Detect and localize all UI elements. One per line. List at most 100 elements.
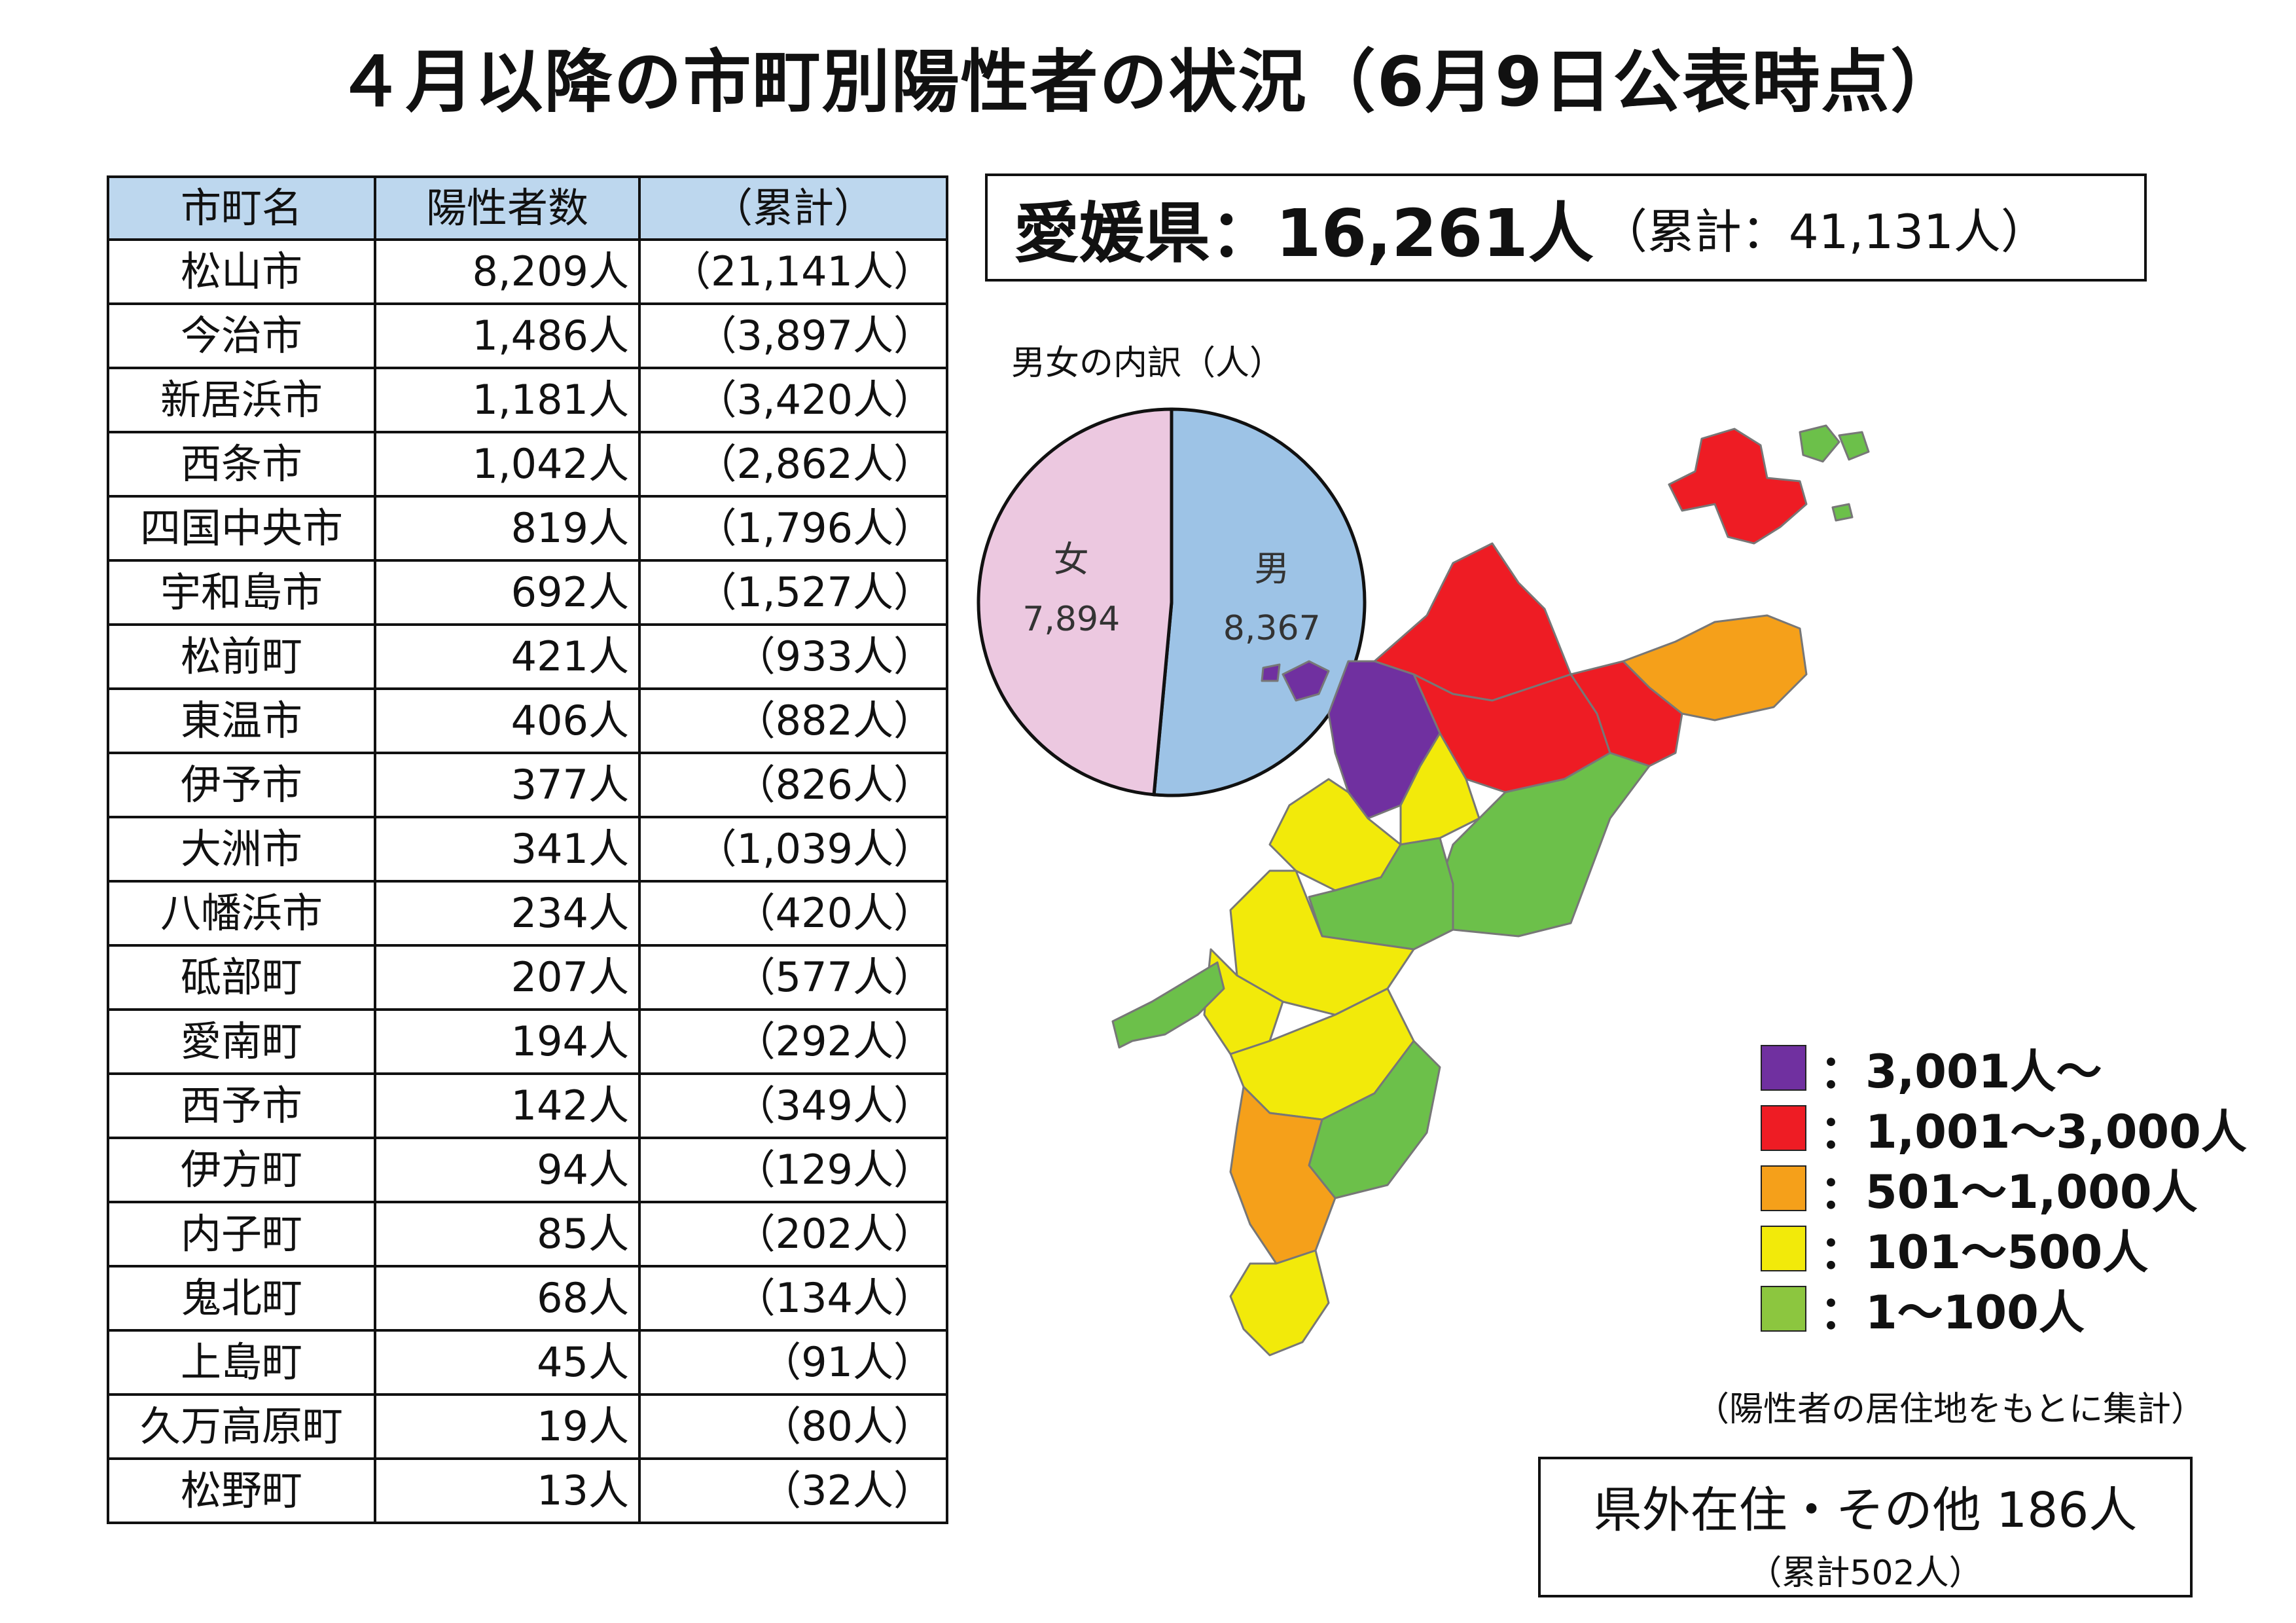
cumulative-cell: （1,796人） (638, 495, 948, 562)
map-region-kamijima-2 (1838, 431, 1870, 461)
legend-swatch (1761, 1105, 1806, 1151)
pie-slice-value: 7,894 (1022, 600, 1120, 639)
map-region-ainan (1229, 1249, 1330, 1357)
legend-item: ：1～100人 (1761, 1279, 2247, 1340)
legend-label: ：1～100人 (1820, 1285, 2085, 1340)
map-legend: ：3,001人～ ：1,001～3,000人 ：501～1,000人 ：101～500… (1761, 1038, 2247, 1340)
cumulative-cell: （933人） (638, 623, 948, 690)
positives-cell: 142人 (374, 1072, 641, 1139)
table-row: 大洲市 341人 （1,039人） (107, 816, 948, 883)
table-row: 東温市 406人 （882人） (107, 687, 948, 754)
positives-cell: 377人 (374, 752, 641, 818)
cumulative-cell: （21,141人） (638, 238, 948, 305)
table-row: 松野町 13人 （32人） (107, 1457, 948, 1524)
outside-prefecture-cumulative: （累計502人） (1748, 1554, 1983, 1593)
cumulative-cell: （349人） (638, 1072, 948, 1139)
positives-cell: 234人 (374, 880, 641, 947)
municipality-name-cell: 西予市 (107, 1072, 376, 1139)
gender-pie-chart: 男 8,367 女 7,894 (977, 407, 1367, 797)
map-region-matsuyama-islands (1282, 660, 1330, 702)
legend-swatch (1761, 1045, 1806, 1091)
positives-cell: 1,042人 (374, 431, 641, 498)
municipality-name-cell: 八幡浜市 (107, 880, 376, 947)
legend-label: ：101～500人 (1820, 1225, 2149, 1279)
table-row: 松前町 421人 （933人） (107, 623, 948, 690)
positives-cell: 1,486人 (374, 302, 641, 369)
aggregation-note: （陽性者の居住地をもとに集計） (1695, 1390, 2205, 1429)
ehime-map (1111, 424, 1870, 1357)
positives-cell: 68人 (374, 1265, 641, 1332)
legend-swatch (1761, 1165, 1806, 1211)
positives-cell: 85人 (374, 1201, 641, 1267)
legend-label: ：3,001人～ (1820, 1044, 2102, 1099)
map-region-shikokuchuo (1622, 614, 1808, 721)
municipality-name-cell: 愛南町 (107, 1008, 376, 1075)
table-row: 内子町 85人 （202人） (107, 1201, 948, 1267)
municipality-name-cell: 四国中央市 (107, 495, 376, 562)
municipality-name-cell: 新居浜市 (107, 367, 376, 433)
positives-cell: 13人 (374, 1457, 641, 1524)
cumulative-cell: （134人） (638, 1265, 948, 1332)
cumulative-cell: （2,862人） (638, 431, 948, 498)
column-header-cumulative: （累計） (638, 175, 948, 241)
map-region-kamijima-3 (1831, 503, 1854, 522)
legend-item: ：1,001～3,000人 (1761, 1098, 2247, 1159)
page-title: ４月以降の市町別陽性者の状況（6月9日公表時点） (336, 42, 1960, 122)
cumulative-cell: （129人） (638, 1137, 948, 1203)
table-row: 伊予市 377人 （826人） (107, 752, 948, 818)
positives-cell: 8,209人 (374, 238, 641, 305)
positives-cell: 94人 (374, 1137, 641, 1203)
column-header-positives: 陽性者数 (374, 175, 641, 241)
cumulative-cell: （292人） (638, 1008, 948, 1075)
table-header-row: 市町名 陽性者数 （累計） (107, 175, 948, 241)
prefecture-total: 愛媛県：16,261人 (1014, 195, 1594, 272)
municipality-name-cell: 久万高原町 (107, 1393, 376, 1460)
positives-cell: 19人 (374, 1393, 641, 1460)
map-region-ikata (1111, 961, 1225, 1049)
pie-chart-label: 男女の内訳（人） (1011, 344, 1284, 383)
column-header-name: 市町名 (107, 175, 376, 241)
legend-label: ：501～1,000人 (1820, 1165, 2198, 1219)
table-row: 鬼北町 68人 （134人） (107, 1265, 948, 1332)
pie-slice-name: 女 (1054, 539, 1089, 580)
outside-prefecture-count: 県外在住・その他 186人 (1593, 1482, 2138, 1539)
table-row: 宇和島市 692人 （1,527人） (107, 559, 948, 626)
cumulative-cell: （826人） (638, 752, 948, 818)
table-row: 西条市 1,042人 （2,862人） (107, 431, 948, 498)
positives-cell: 819人 (374, 495, 641, 562)
table-row: 砥部町 207人 （577人） (107, 944, 948, 1011)
municipality-name-cell: 内子町 (107, 1201, 376, 1267)
table-row: 伊方町 94人 （129人） (107, 1137, 948, 1203)
prefecture-total-box: 愛媛県：16,261人 （累計：41,131人） (985, 173, 2147, 282)
municipality-name-cell: 東温市 (107, 687, 376, 754)
legend-label: ：1,001～3,000人 (1820, 1104, 2247, 1159)
table-row: 八幡浜市 234人 （420人） (107, 880, 948, 947)
map-region-kamijima (1799, 424, 1840, 463)
municipality-table: 市町名 陽性者数 （累計） 松山市 8,209人 （21,141人） 今治市 1,486… (107, 175, 948, 1524)
cumulative-cell: （3,897人） (638, 302, 948, 369)
positives-cell: 692人 (374, 559, 641, 626)
cumulative-cell: （91人） (638, 1329, 948, 1396)
municipality-name-cell: 松前町 (107, 623, 376, 690)
table-row: 松山市 8,209人 （21,141人） (107, 238, 948, 305)
table-row: 愛南町 194人 （292人） (107, 1008, 948, 1075)
cumulative-cell: （882人） (638, 687, 948, 754)
table-row: 上島町 45人 （91人） (107, 1329, 948, 1396)
positives-cell: 406人 (374, 687, 641, 754)
legend-item: ：101～500人 (1761, 1218, 2247, 1279)
municipality-name-cell: 伊予市 (107, 752, 376, 818)
positives-cell: 341人 (374, 816, 641, 883)
municipality-name-cell: 大洲市 (107, 816, 376, 883)
municipality-name-cell: 今治市 (107, 302, 376, 369)
map-region-matsuyama-islands-2 (1261, 663, 1281, 682)
positives-cell: 207人 (374, 944, 641, 1011)
positives-cell: 421人 (374, 623, 641, 690)
table-row: 新居浜市 1,181人 （3,420人） (107, 367, 948, 433)
cumulative-cell: （3,420人） (638, 367, 948, 433)
cumulative-cell: （202人） (638, 1201, 948, 1267)
municipality-name-cell: 鬼北町 (107, 1265, 376, 1332)
map-region-toon (1399, 732, 1480, 846)
table-row: 西予市 142人 （349人） (107, 1072, 948, 1139)
cumulative-cell: （420人） (638, 880, 948, 947)
pie-slice-male (1152, 407, 1367, 797)
